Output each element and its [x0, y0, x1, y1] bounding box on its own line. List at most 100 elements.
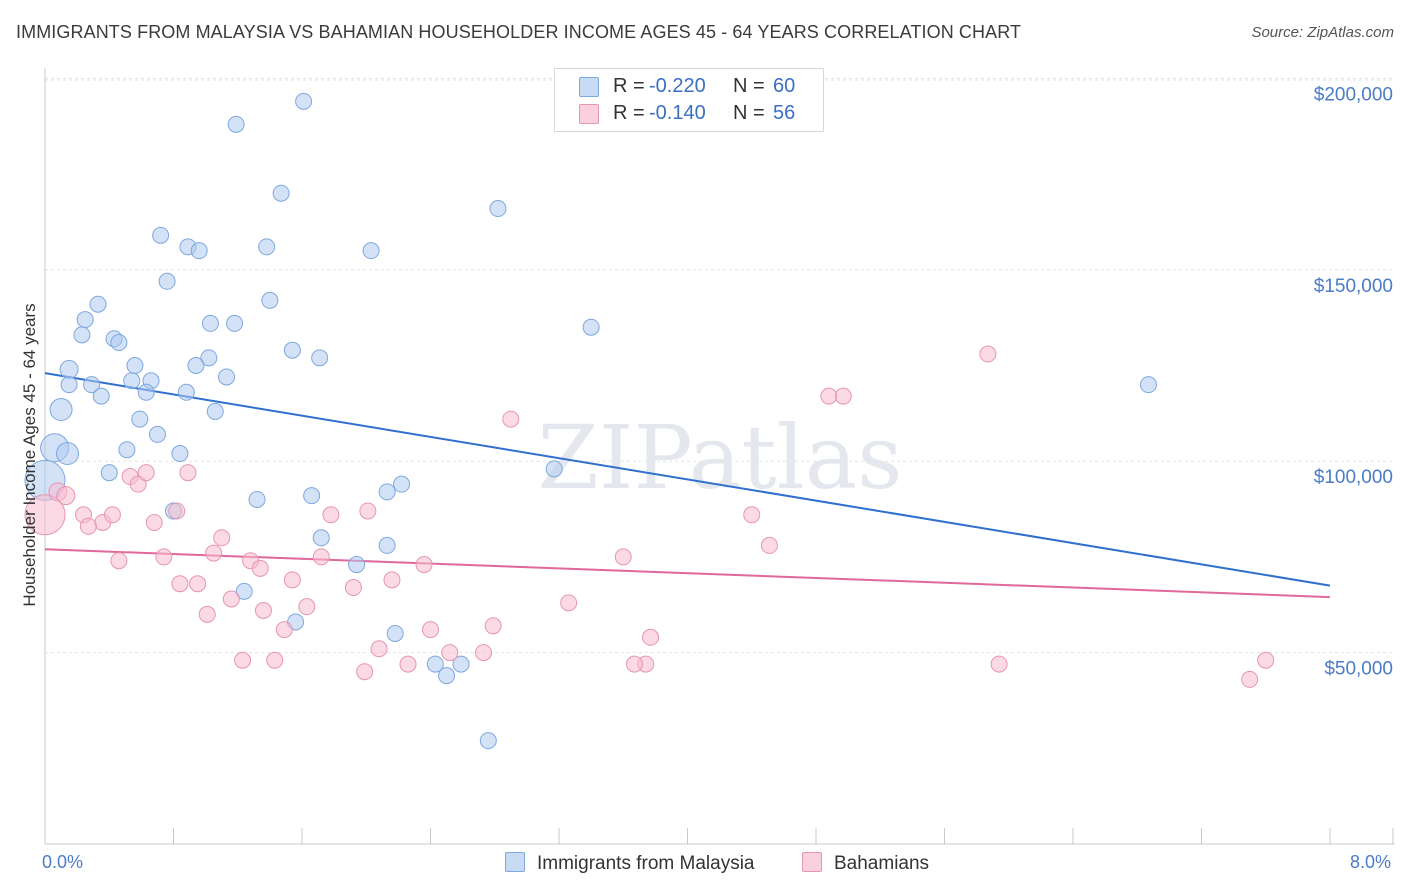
malaysia-point — [303, 487, 321, 505]
bahamians-point — [103, 506, 121, 524]
bahamians-point — [1241, 670, 1259, 688]
bahamians-point — [356, 663, 374, 681]
bahamians-point — [502, 410, 520, 428]
malaysia-point — [171, 445, 189, 463]
bahamians-point — [475, 644, 493, 662]
bahamians-point — [383, 571, 401, 589]
malaysia-point — [582, 318, 600, 336]
malaysia-point — [545, 460, 563, 478]
chart-title: IMMIGRANTS FROM MALAYSIA VS BAHAMIAN HOU… — [16, 22, 1022, 42]
bahamians-point — [399, 655, 417, 673]
bahamians-point — [137, 464, 155, 482]
malaysia-point — [92, 387, 110, 405]
y-tick-label: $100,000 — [1314, 467, 1393, 488]
malaysia-point — [73, 326, 91, 344]
malaysia-point — [158, 272, 176, 290]
malaysia-point — [187, 357, 205, 374]
malaysia-point — [177, 383, 195, 401]
malaysia-point — [201, 314, 219, 332]
malaysia-point — [89, 295, 107, 313]
bahamians-point — [155, 548, 173, 566]
bahamians-point — [422, 621, 439, 639]
malaysia-point — [479, 732, 497, 750]
source-label: Source: ZipAtlas.com — [1251, 24, 1394, 41]
malaysia-point — [378, 483, 396, 501]
malaysia-point — [83, 376, 101, 394]
malaysia-point — [393, 475, 411, 493]
y-tick-label: $150,000 — [1314, 276, 1393, 297]
malaysia-point — [152, 226, 170, 244]
bahamians-point — [441, 644, 459, 662]
trend-lines — [44, 372, 1331, 599]
bahamians-point — [251, 559, 269, 577]
bahamians-point — [359, 502, 377, 520]
malaysia-point — [137, 383, 155, 401]
data-points — [24, 92, 1275, 750]
malaysia-point — [126, 357, 144, 374]
bahamians-point — [213, 529, 231, 547]
malaysia-point — [76, 311, 94, 329]
y-tick-label: $200,000 — [1314, 84, 1393, 105]
bahamians-point — [322, 506, 340, 524]
malaysia-point — [258, 238, 276, 256]
legend-n-label: N = — [733, 102, 765, 124]
malaysia-point — [60, 376, 78, 394]
legend-swatch-malaysia — [505, 852, 525, 872]
bahamians-point — [642, 628, 660, 646]
legend-n-value: 60 — [773, 75, 796, 97]
bahamians-point — [283, 571, 301, 589]
bahamians-point — [275, 621, 293, 639]
bahamians-point — [415, 556, 433, 574]
malaysia-point — [131, 410, 149, 428]
malaysia-point — [438, 667, 456, 685]
bahamians-point — [344, 579, 362, 597]
malaysia-point — [227, 115, 245, 133]
bahamians-point — [370, 640, 388, 658]
bahamians-point — [145, 513, 163, 531]
malaysia-point — [200, 349, 218, 367]
malaysia-point — [55, 442, 79, 466]
bahamians-point — [614, 548, 632, 566]
legend-label-malaysia: Immigrants from Malaysia — [537, 853, 755, 874]
x-tick-min: 0.0% — [42, 852, 84, 872]
bahamians-point — [743, 506, 761, 524]
bahamians-point — [254, 601, 272, 619]
malaysia-point — [312, 529, 330, 547]
legend-swatch-bahamians — [579, 104, 599, 124]
malaysia-point — [283, 341, 301, 359]
malaysia-point — [362, 242, 380, 260]
malaysia-point — [311, 349, 329, 367]
malaysia-point — [261, 291, 279, 309]
bahamians-point — [171, 575, 189, 593]
malaysia-point — [206, 402, 224, 420]
legend-n-value: 56 — [773, 102, 796, 124]
bahamians-point — [484, 617, 502, 635]
bahamians-point — [979, 345, 997, 363]
bahamians-point — [760, 536, 778, 554]
bahamians-point — [312, 548, 330, 566]
legend-r-value: -0.220 — [649, 75, 706, 97]
watermark: ZIPatlas — [538, 406, 903, 509]
bahamians-point — [129, 475, 147, 493]
bahamians-point — [234, 651, 252, 669]
malaysia-point — [123, 372, 141, 390]
malaysia-point — [295, 92, 313, 110]
malaysia-point — [386, 624, 404, 642]
bahamians-point — [298, 598, 316, 616]
malaysia-point — [110, 334, 128, 352]
malaysia-point — [100, 464, 118, 482]
legend-r-label: R = — [613, 75, 645, 97]
bahamians-point — [205, 544, 223, 562]
malaysia-point — [272, 184, 290, 202]
bahamians-point — [990, 655, 1008, 673]
malaysia-point — [378, 536, 396, 554]
legend-n-label: N = — [733, 75, 765, 97]
malaysia-point — [248, 490, 266, 508]
y-tick-label: $50,000 — [1324, 659, 1393, 680]
x-tick-max: 8.0% — [1350, 852, 1392, 872]
legend-item-bahamians: Bahamians — [802, 852, 929, 875]
malaysia-point — [348, 556, 366, 574]
legend-label-bahamians: Bahamians — [834, 853, 930, 874]
malaysia-trend-line — [44, 372, 1331, 587]
